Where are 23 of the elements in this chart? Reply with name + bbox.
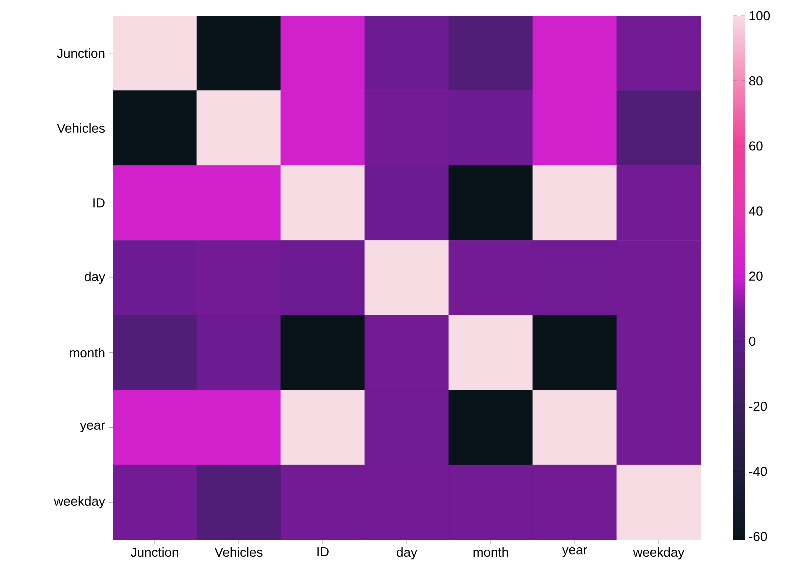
y-tick-label: weekday (54, 496, 106, 509)
x-tick-label: year (562, 548, 588, 558)
color-bar-label: -60 (749, 532, 768, 542)
color-bar-label: 80 (749, 76, 763, 86)
y-tick-label: Vehicles (57, 124, 106, 134)
color-bar-label: -40 (749, 467, 768, 476)
color-bar-label: 40 (749, 206, 763, 216)
color-bar-label: 60 (750, 142, 763, 151)
color-bar-label: 100 (750, 11, 770, 21)
x-tick-label: Junction (131, 548, 178, 558)
y-tick-label: year (80, 422, 106, 433)
y-tick-label: ID (94, 198, 105, 208)
x-tick-label: day (397, 548, 418, 560)
x-tick-label: weekday (633, 548, 685, 560)
y-tick-label: day (85, 272, 106, 284)
y-tick-label: month (70, 348, 105, 358)
color-bar-label: 0 (749, 336, 756, 346)
x-tick-label: Vehicles (214, 548, 263, 558)
color-bar-label: 20 (750, 272, 763, 281)
x-tick-label: ID (318, 548, 329, 556)
y-tick-label: Junction (57, 48, 105, 58)
color-bar-label: -20 (749, 402, 768, 412)
x-tick-label: month (474, 548, 508, 558)
